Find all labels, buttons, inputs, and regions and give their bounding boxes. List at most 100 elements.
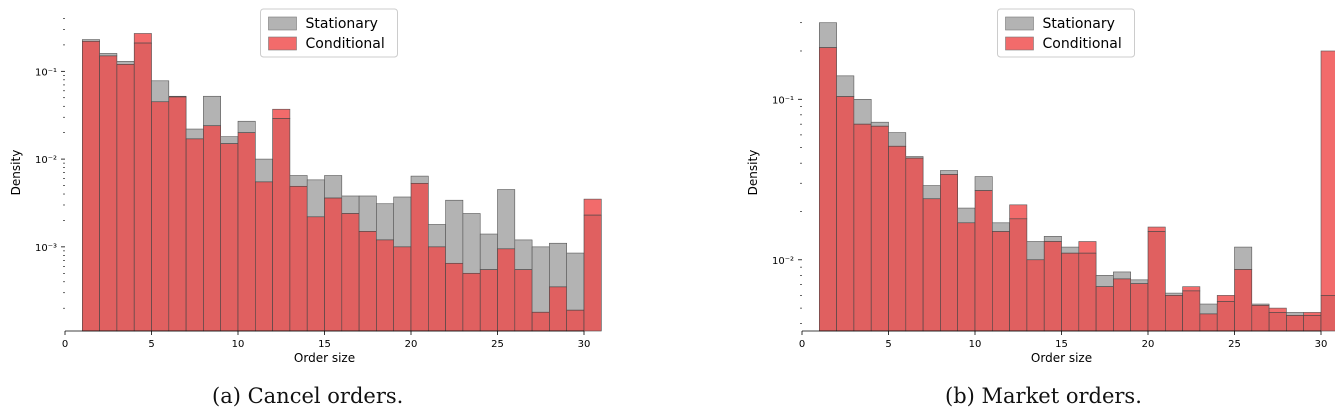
stationary-bar-8 [940, 170, 959, 175]
x-tick-label: 0 [62, 339, 68, 350]
x-tick-label: 0 [799, 339, 805, 350]
conditional-bar-15 [324, 197, 343, 332]
conditional-bar-21 [1165, 295, 1183, 332]
stationary-bar-25 [497, 189, 516, 250]
legend-label-stationary: Stationary [306, 16, 378, 32]
x-tick-label: 15 [1055, 339, 1068, 350]
stationary-bar-23 [1199, 303, 1218, 315]
legend-label-conditional: Conditional [1043, 36, 1122, 52]
conditional-bar-7 [922, 198, 941, 332]
stationary-bar-11 [255, 158, 273, 183]
y-axis-label: Density [9, 150, 23, 196]
stationary-bar-4 [870, 121, 889, 127]
conditional-bar-28 [1286, 315, 1305, 332]
stationary-bar-18 [376, 203, 394, 241]
conditional-bar-14 [1043, 241, 1062, 332]
conditional-bar-16 [1078, 241, 1097, 254]
stationary-bar-12 [1009, 218, 1028, 332]
x-tick-label: 20 [1142, 339, 1155, 350]
stationary-bar-25 [1234, 246, 1253, 270]
stationary-bar-13 [289, 175, 308, 187]
stationary-bar-12 [272, 118, 291, 332]
conditional-bar-29 [1303, 312, 1322, 316]
conditional-bar-12 [272, 108, 291, 119]
y-tick-label: 10⁻² [35, 155, 57, 166]
conditional-bar-19 [1130, 283, 1149, 332]
stationary-bar-5 [151, 80, 170, 103]
conditional-bar-20 [410, 182, 429, 332]
y-tick-label: 10⁻² [772, 256, 794, 267]
stationary-bar-20 [410, 175, 429, 184]
x-tick-label: 5 [148, 339, 154, 350]
conditional-bar-9 [957, 222, 976, 332]
legend-swatch-conditional [268, 36, 297, 51]
conditional-bar-17 [1095, 286, 1114, 332]
conditional-bar-11 [991, 231, 1010, 332]
stationary-bar-22 [1182, 290, 1201, 332]
stationary-bar-7 [922, 185, 941, 200]
x-tick-label: 5 [885, 339, 891, 350]
stationary-bar-27 [531, 246, 550, 313]
conditional-bar-30 [583, 198, 602, 216]
stationary-bar-29 [566, 252, 585, 311]
conditional-bar-4 [133, 33, 152, 44]
stationary-bar-9 [220, 136, 239, 144]
stationary-bar-9 [957, 207, 976, 224]
conditional-bar-7 [185, 138, 204, 332]
stationary-bar-19 [1130, 279, 1149, 284]
stationary-bar-3 [116, 61, 135, 65]
x-tick-label: 25 [1228, 339, 1241, 350]
x-tick-label: 30 [578, 339, 591, 350]
stationary-bar-30 [583, 214, 602, 332]
conditional-bar-29 [566, 309, 585, 332]
stationary-bar-23 [462, 213, 481, 274]
stationary-bar-29 [1303, 315, 1322, 332]
stationary-bar-17 [1095, 275, 1114, 287]
conditional-bar-21 [427, 246, 446, 332]
conditional-bar-26 [1251, 305, 1270, 332]
legend-swatch-stationary [268, 16, 297, 31]
stationary-bar-24 [1216, 301, 1235, 332]
conditional-bar-18 [376, 239, 394, 332]
conditional-bar-20 [1147, 226, 1166, 232]
legend-swatch-stationary [1005, 16, 1034, 31]
stationary-bar-7 [185, 128, 204, 140]
conditional-bar-1 [818, 47, 837, 332]
legend-swatch-conditional [1005, 36, 1034, 51]
conditional-bar-8 [940, 174, 959, 332]
stationary-bar-11 [991, 222, 1010, 232]
stationary-bar-19 [393, 196, 412, 248]
conditional-bar-5 [888, 145, 907, 332]
conditional-bar-23 [462, 272, 481, 332]
chart-market-orders: 0 5 10 15 20 25 30 10⁻¹ 10⁻² Order size Density Sta… [746, 8, 1335, 365]
conditional-bar-14 [306, 216, 325, 332]
legend-label-conditional: Conditional [306, 36, 385, 52]
conditional-bar-27 [531, 311, 550, 332]
stationary-bar-10 [237, 120, 256, 133]
y-tick-label: 10⁻³ [35, 243, 57, 254]
conditional-bar-22 [1182, 286, 1201, 292]
conditional-bar-6 [905, 157, 924, 332]
conditional-bar-18 [1113, 278, 1132, 332]
stationary-bar-1 [818, 22, 837, 48]
stationary-bar-3 [853, 98, 872, 125]
conditional-bar-24 [1216, 295, 1235, 302]
conditional-bar-28 [549, 286, 568, 332]
stationary-bar-27 [1268, 312, 1287, 332]
stationary-bar-17 [358, 195, 377, 232]
conditional-bar-25 [497, 248, 516, 332]
stationary-bar-21 [1165, 292, 1183, 296]
conditional-bar-9 [220, 143, 239, 332]
x-tick-label: 25 [491, 339, 504, 350]
y-axis-label: Density [746, 150, 760, 196]
stationary-bar-5 [888, 132, 907, 147]
caption-cancel-orders: (a) Cancel orders. [212, 384, 404, 408]
conditional-bar-30 [1320, 50, 1335, 296]
stationary-bar-18 [1113, 271, 1132, 280]
conditional-bar-8 [203, 125, 221, 332]
conditional-bar-13 [1026, 259, 1045, 332]
stationary-bar-8 [203, 95, 221, 127]
x-tick-label: 15 [318, 339, 331, 350]
stationary-bar-22 [445, 199, 464, 264]
